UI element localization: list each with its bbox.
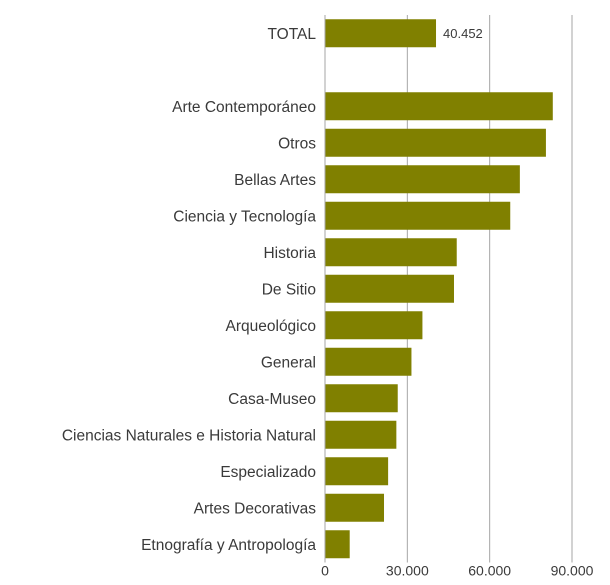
bar — [325, 347, 412, 376]
bar — [325, 530, 350, 559]
bar — [325, 201, 511, 230]
bar — [325, 19, 437, 48]
category-label: Otros — [278, 135, 316, 152]
category-labels: TOTAL Arte Contemporáneo Otros Bellas Artes… — [62, 26, 317, 554]
category-label: Artes Decorativas — [194, 500, 317, 517]
x-tick-label: 30.000 — [386, 563, 429, 579]
category-label: Arte Contemporáneo — [172, 99, 316, 116]
bar — [325, 384, 398, 413]
x-tick-label: 60.000 — [468, 563, 511, 579]
category-label: Bellas Artes — [234, 172, 316, 189]
category-label: General — [261, 354, 316, 371]
bar — [325, 238, 457, 267]
category-label: Historia — [263, 245, 316, 262]
x-tick-label: 90.000 — [551, 563, 594, 579]
category-label: Ciencias Naturales e Historia Natural — [62, 427, 316, 444]
bar — [325, 420, 397, 449]
bar — [325, 92, 553, 121]
category-label: Etnografía y Antropología — [141, 537, 316, 554]
bar — [325, 274, 454, 303]
category-label: Ciencia y Tecnología — [173, 208, 316, 225]
x-tick-label: 0 — [321, 563, 329, 579]
category-label: Casa-Museo — [228, 391, 316, 408]
category-label: De Sitio — [262, 281, 316, 298]
data-label: 40.452 — [443, 26, 483, 41]
category-label: TOTAL — [267, 26, 316, 43]
bar — [325, 165, 520, 194]
bar — [325, 493, 385, 522]
x-axis-ticks: 0 30.000 60.000 90.000 — [321, 563, 594, 579]
bar — [325, 311, 423, 340]
data-labels: 40.452 — [443, 26, 483, 41]
category-label: Especializado — [220, 464, 316, 481]
bars — [325, 19, 553, 559]
bar — [325, 128, 546, 157]
bar — [325, 457, 389, 486]
category-label: Arqueológico — [226, 318, 316, 335]
